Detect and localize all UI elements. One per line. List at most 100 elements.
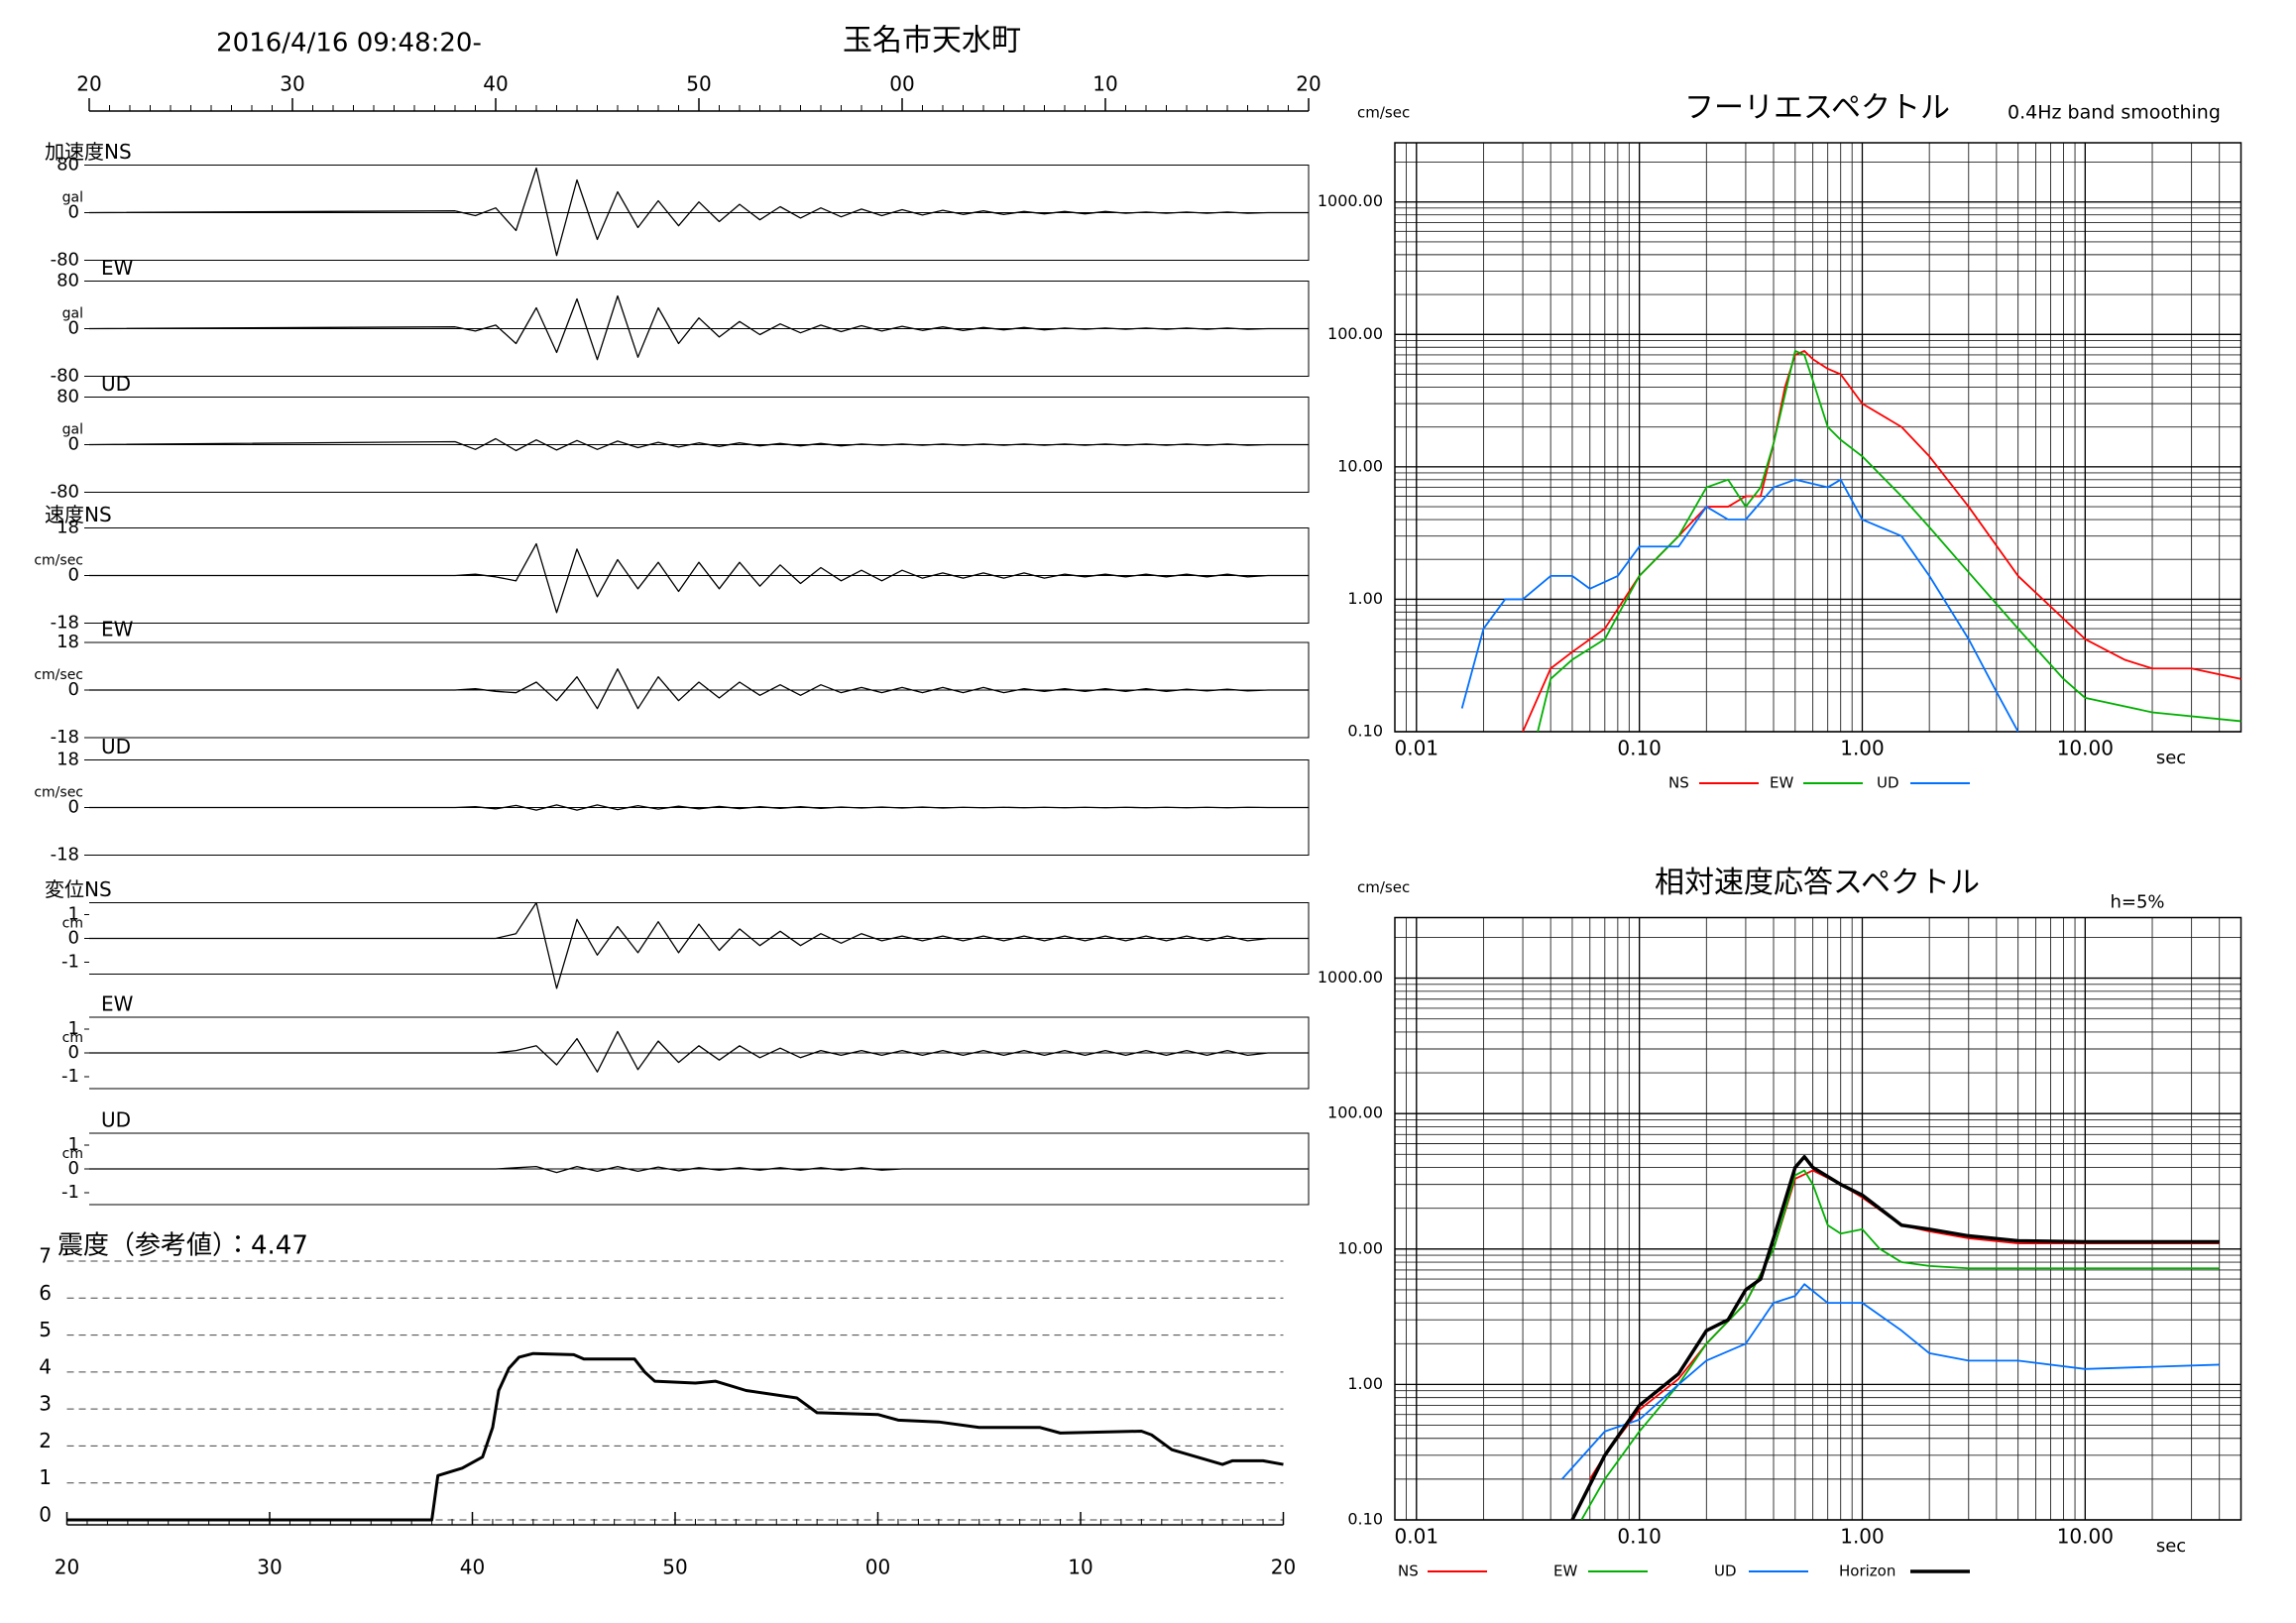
y-tick-label: -18 [51,845,79,866]
chart-title: 震度（参考値）：4.47 [57,1231,308,1261]
y-tick-label: 1000.00 [1318,191,1383,210]
y-tick-label: 18 [57,750,79,770]
plot-frame [1394,916,2242,1521]
y-tick-label: 1.00 [1347,1374,1383,1393]
unit-label: cm [62,916,83,932]
x-tick-label: 0.01 [1395,1525,1439,1549]
y-tick-label: 1000.00 [1318,968,1383,986]
legend-label: Horizon [1839,1563,1895,1580]
y-tick-label: 0.10 [1347,722,1383,741]
waveform [89,1165,1309,1174]
x-tick-label: 20 [1296,72,1320,96]
x-tick-label: 40 [483,72,508,96]
y-tick-label: 3 [39,1392,52,1416]
y-tick-label: 10.00 [1337,456,1383,475]
x-tick-label: 50 [662,1556,687,1579]
y-axis-label: cm/sec [1357,878,1410,896]
y-tick-label: 80 [57,387,79,407]
y-tick-label: -80 [51,250,79,271]
panel-title: EW [101,992,134,1016]
plot-frame [1394,142,2242,733]
waveform [89,668,1309,710]
intensity-line [66,1351,1284,1522]
y-tick-label: 0 [68,318,79,339]
panel-title: UD [101,735,131,758]
x-tick-label: 10 [1068,1556,1092,1579]
x-tick-label: 10.00 [2057,737,2114,760]
y-axis-label: cm/sec [1357,104,1410,122]
panel-title: EW [101,618,134,641]
y-tick-label: 0 [68,565,79,586]
spectrum-line [1580,1169,2220,1520]
y-tick-label: 0 [68,797,79,818]
y-tick-label: 80 [57,271,79,291]
y-tick-label: -80 [51,366,79,387]
y-tick-label: 1 [68,904,79,925]
panel-title: 速度NS [45,503,112,526]
y-tick-label: 100.00 [1327,324,1383,343]
chart-subtitle: 0.4Hz band smoothing [2008,102,2221,124]
y-tick-label: 0 [68,1042,79,1063]
y-tick-label: 0 [68,1158,79,1179]
y-tick-label: 5 [39,1318,52,1341]
x-tick-label: 0.01 [1395,737,1439,760]
station-name: 玉名市天水町 [843,24,1021,58]
x-tick-label: 40 [460,1556,485,1579]
unit-label: cm [62,1146,83,1162]
spectrum-line [1560,1283,2220,1480]
y-tick-label: 0 [68,679,79,700]
x-tick-label: 00 [865,1556,890,1579]
unit-label: gal [62,306,83,322]
spectrum-line [1570,1154,2220,1520]
legend-label: NS [1668,774,1689,792]
y-tick-label: 1 [68,1018,79,1039]
y-tick-label: 0 [68,434,79,455]
x-tick-label: 50 [686,72,711,96]
y-tick-label: 80 [57,155,79,175]
x-tick-label: 20 [76,72,101,96]
y-tick-label: 7 [39,1244,52,1268]
legend-label: EW [1553,1563,1577,1580]
unit-label: cm/sec [34,785,83,801]
x-tick-label: 20 [1271,1556,1296,1579]
waveform [89,901,1309,989]
y-tick-label: -18 [51,613,79,634]
panel-title: UD [101,372,131,396]
waveform [88,167,1309,257]
y-tick-label: 18 [57,518,79,538]
y-tick-label: 0 [68,202,79,223]
waveform [88,437,1309,452]
unit-label: cm/sec [34,553,83,569]
waveform [89,1030,1309,1073]
x-tick-label: 30 [257,1556,282,1579]
y-tick-label: 2 [39,1429,52,1452]
y-tick-label: -80 [51,482,79,503]
legend-label: NS [1398,1563,1419,1580]
y-tick-label: 0.10 [1347,1510,1383,1529]
x-tick-label: 0.10 [1617,737,1662,760]
y-tick-label: -18 [51,727,79,748]
y-tick-label: 6 [39,1281,52,1305]
legend-label: UD [1714,1563,1737,1580]
legend-label: EW [1770,774,1793,792]
y-tick-label: 1.00 [1347,589,1383,608]
y-tick-label: 4 [39,1354,52,1378]
panel-title: EW [101,256,134,280]
y-tick-label: 18 [57,632,79,652]
unit-label: cm/sec [34,667,83,683]
y-tick-label: -1 [61,952,79,973]
x-tick-label: 10 [1092,72,1117,96]
x-tick-label: 1.00 [1840,1525,1885,1549]
y-tick-label: 10.00 [1337,1238,1383,1257]
y-tick-label: 0 [68,928,79,949]
x-axis-label: sec [2156,748,2186,768]
unit-label: cm [62,1030,83,1046]
waveform [88,294,1309,361]
legend-label: UD [1877,774,1899,792]
y-tick-label: 0 [39,1503,52,1527]
unit-label: gal [62,190,83,206]
x-tick-label: 20 [55,1556,79,1579]
panel-title: UD [101,1108,131,1132]
